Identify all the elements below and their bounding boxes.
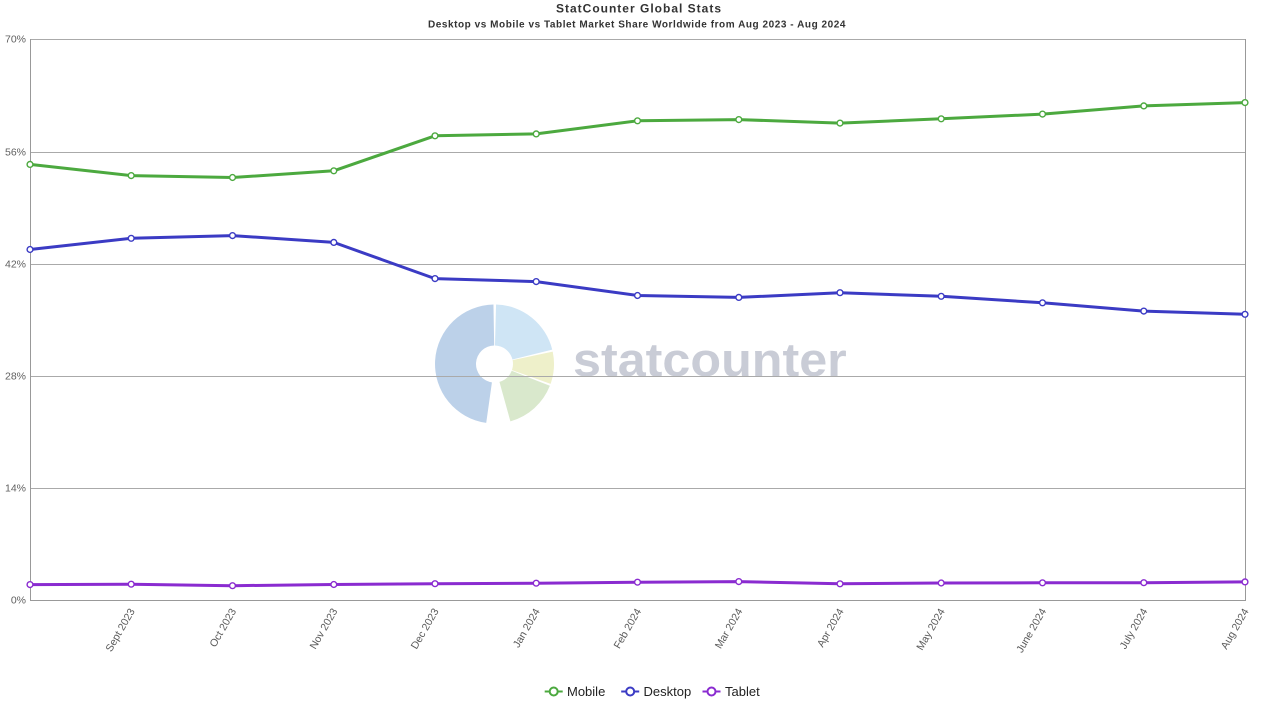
- svg-text:Mobile: Mobile: [567, 684, 605, 699]
- svg-text:0%: 0%: [11, 595, 26, 607]
- svg-text:Desktop vs Mobile vs Tablet Ma: Desktop vs Mobile vs Tablet Market Share…: [428, 20, 846, 31]
- svg-text:Tablet: Tablet: [725, 684, 760, 699]
- svg-text:statcounter: statcounter: [573, 334, 847, 386]
- svg-text:StatCounter Global Stats: StatCounter Global Stats: [556, 2, 722, 16]
- svg-text:14%: 14%: [5, 483, 26, 495]
- svg-text:70%: 70%: [5, 34, 26, 46]
- svg-text:56%: 56%: [5, 147, 26, 159]
- svg-text:28%: 28%: [5, 371, 26, 383]
- svg-text:42%: 42%: [5, 259, 26, 271]
- svg-text:Desktop: Desktop: [644, 684, 692, 699]
